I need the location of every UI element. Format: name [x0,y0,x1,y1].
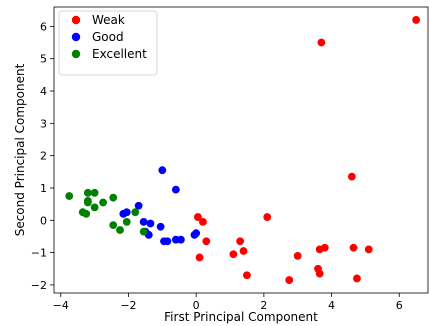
legend: Weak Good Excellent [58,10,158,76]
data-point-good [156,222,165,231]
data-point-excellent [83,198,92,207]
data-point-good [139,218,148,226]
data-point-weak [349,243,358,252]
data-point-good [158,166,167,175]
x-tick-label: 6 [396,299,403,312]
points-layer [65,16,421,284]
data-point-weak [229,250,238,259]
data-point-weak [317,38,326,47]
y-tick-label: 0 [40,214,47,227]
x-tick-label: 2 [260,299,267,312]
data-point-good [192,229,201,238]
data-point-weak [412,16,421,24]
y-tick-label: 5 [40,53,47,66]
x-tick-label: −4 [53,299,69,312]
data-point-excellent [139,227,148,236]
data-point-good [146,219,155,228]
data-point-weak [263,213,272,221]
data-point-excellent [122,218,131,226]
data-point-weak [193,213,202,221]
x-tick-label: 4 [328,299,335,312]
legend-label-good: Good [92,30,124,44]
data-point-excellent [83,188,92,197]
legend-marker-weak [71,15,81,25]
data-point-excellent [90,188,99,197]
data-point-good [163,237,172,246]
data-point-weak [202,237,211,246]
y-tick-label: 1 [40,182,47,195]
data-point-weak [236,237,245,246]
data-point-weak [353,274,361,283]
data-point-excellent [109,221,118,230]
legend-box [58,10,158,76]
data-point-weak [320,243,329,252]
data-point-excellent [116,226,124,234]
y-tick-label: −1 [31,247,47,260]
x-tick-label: 0 [193,299,200,312]
x-axis-ticks: −4 −2 0 2 4 6 [53,293,403,312]
data-point-weak [315,269,324,278]
y-tick-label: −2 [31,279,47,292]
data-point-excellent [131,208,140,217]
data-point-excellent [90,203,99,212]
legend-marker-good [71,32,81,42]
plot-frame [53,6,429,294]
legend-marker-excellent [71,49,81,59]
y-axis-label: Second Principal Component [13,63,27,236]
y-axis-ticks: −2 −1 0 1 2 3 4 5 6 [31,20,54,292]
legend-label-excellent: Excellent [92,47,147,61]
data-point-excellent [82,209,91,218]
data-point-weak [239,247,248,255]
legend-label-weak: Weak [92,13,125,27]
y-tick-label: 6 [40,20,47,33]
data-point-weak [195,253,204,262]
data-point-good [134,201,143,210]
data-point-excellent [65,192,74,200]
data-point-excellent [99,198,107,207]
y-tick-label: 2 [40,150,47,163]
data-point-good [122,208,131,217]
data-point-weak [347,172,356,181]
y-tick-label: 4 [40,85,47,98]
data-point-excellent [109,193,118,202]
data-point-weak [243,271,251,280]
x-axis-label: First Principal Component [164,310,318,324]
data-point-weak [285,276,294,284]
data-point-good [171,185,180,194]
data-point-weak [364,245,373,254]
data-point-weak [199,218,207,226]
data-point-good [177,235,185,244]
data-point-weak [293,251,302,260]
y-tick-label: 3 [40,117,47,130]
x-tick-label: −2 [120,299,136,312]
